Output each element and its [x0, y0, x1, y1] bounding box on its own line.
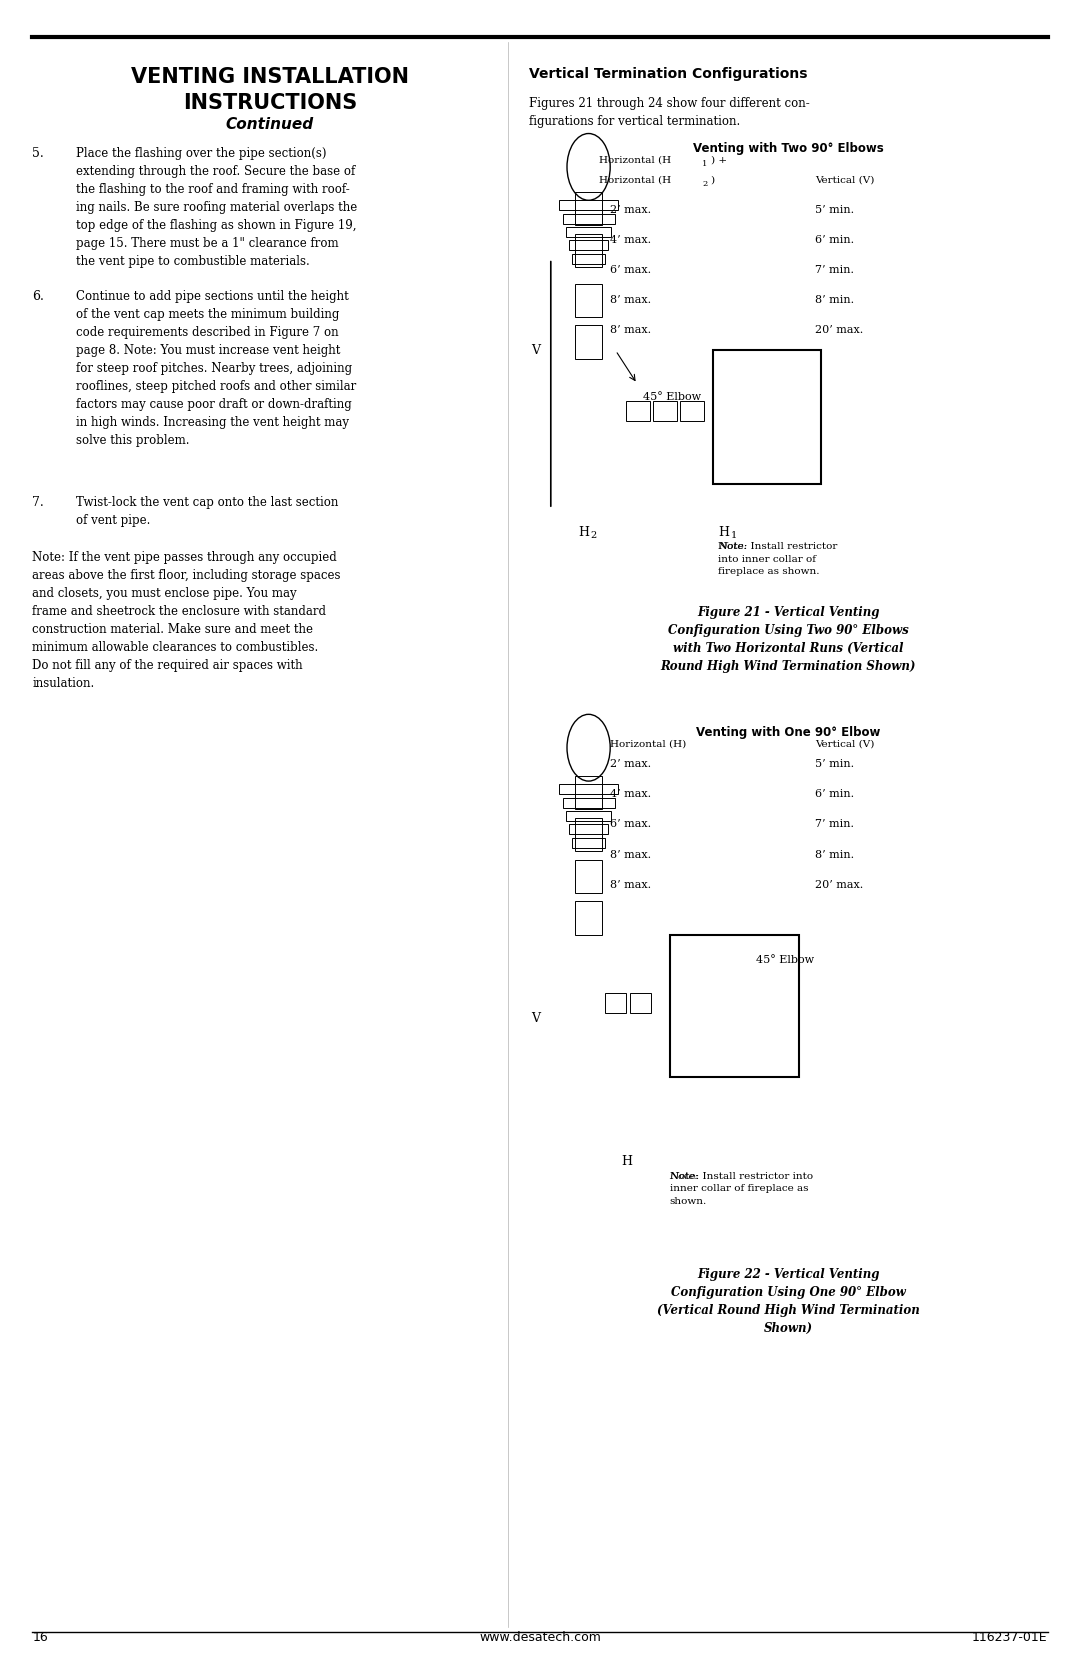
- Text: 7.: 7.: [32, 496, 44, 509]
- Text: 2: 2: [702, 180, 707, 189]
- Text: 6’ max.: 6’ max.: [610, 265, 651, 275]
- Text: 5’ min.: 5’ min.: [815, 759, 854, 769]
- Text: 5’ min.: 5’ min.: [815, 205, 854, 215]
- Text: INSTRUCTIONS: INSTRUCTIONS: [183, 93, 357, 113]
- Text: 6’ min.: 6’ min.: [815, 789, 854, 799]
- Text: 8’ max.: 8’ max.: [610, 880, 651, 890]
- Text: Vertical (V): Vertical (V): [815, 175, 875, 184]
- Text: 8’ max.: 8’ max.: [610, 850, 651, 860]
- Text: Note: Install restrictor
into inner collar of
fireplace as shown.: Note: Install restrictor into inner coll…: [718, 542, 838, 576]
- Text: Venting with One 90° Elbow: Venting with One 90° Elbow: [697, 726, 880, 739]
- Text: 2: 2: [591, 531, 597, 539]
- Text: Vertical Termination Configurations: Vertical Termination Configurations: [529, 67, 808, 80]
- Text: Horizontal (H): Horizontal (H): [610, 739, 687, 748]
- Text: H: H: [578, 526, 589, 539]
- Text: 4’ max.: 4’ max.: [610, 235, 651, 245]
- Text: Note:: Note:: [670, 1172, 699, 1180]
- Text: 8’ min.: 8’ min.: [815, 850, 854, 860]
- Text: V: V: [531, 1011, 540, 1025]
- Text: 116237-01E: 116237-01E: [972, 1631, 1048, 1644]
- Text: Place the flashing over the pipe section(s)
extending through the roof. Secure t: Place the flashing over the pipe section…: [76, 147, 356, 267]
- Text: Figures 21 through 24 show four different con-
figurations for vertical terminat: Figures 21 through 24 show four differen…: [529, 97, 810, 129]
- Text: ): ): [711, 175, 715, 184]
- Text: Vertical (V): Vertical (V): [815, 739, 875, 748]
- Text: 2’ max.: 2’ max.: [610, 759, 651, 769]
- Text: Figure 21 - Vertical Venting
Configuration Using Two 90° Elbows
with Two Horizon: Figure 21 - Vertical Venting Configurati…: [661, 606, 916, 673]
- Text: www.desatech.com: www.desatech.com: [480, 1631, 600, 1644]
- Text: 1: 1: [731, 531, 738, 539]
- Text: Note: If the vent pipe passes through any occupied
areas above the first floor, : Note: If the vent pipe passes through an…: [32, 551, 341, 689]
- Text: 8’ max.: 8’ max.: [610, 325, 651, 335]
- Text: 20’ max.: 20’ max.: [815, 325, 864, 335]
- Text: 7’ min.: 7’ min.: [815, 819, 854, 829]
- Text: 20’ max.: 20’ max.: [815, 880, 864, 890]
- Text: 16: 16: [32, 1631, 49, 1644]
- Text: Venting with Two 90° Elbows: Venting with Two 90° Elbows: [693, 142, 883, 155]
- Text: 7’ min.: 7’ min.: [815, 265, 854, 275]
- Text: Note:: Note:: [718, 542, 747, 551]
- Text: 2’ max.: 2’ max.: [610, 205, 651, 215]
- Text: H: H: [718, 526, 729, 539]
- Text: 5.: 5.: [32, 147, 44, 160]
- Text: 8’ max.: 8’ max.: [610, 295, 651, 305]
- Text: Horizontal (H: Horizontal (H: [599, 175, 672, 184]
- Text: 1: 1: [702, 160, 707, 169]
- Text: VENTING INSTALLATION: VENTING INSTALLATION: [131, 67, 409, 87]
- Text: Twist-lock the vent cap onto the last section
of vent pipe.: Twist-lock the vent cap onto the last se…: [76, 496, 338, 527]
- Text: Continued: Continued: [226, 117, 314, 132]
- Text: 8’ min.: 8’ min.: [815, 295, 854, 305]
- Text: Note: Install restrictor into
inner collar of fireplace as
shown.: Note: Install restrictor into inner coll…: [670, 1172, 813, 1205]
- Text: 6.: 6.: [32, 290, 44, 304]
- Text: 6’ max.: 6’ max.: [610, 819, 651, 829]
- Text: 6’ min.: 6’ min.: [815, 235, 854, 245]
- Text: 4’ max.: 4’ max.: [610, 789, 651, 799]
- Text: 45° Elbow: 45° Elbow: [756, 955, 814, 965]
- Text: ) +: ) +: [711, 155, 727, 164]
- Text: 45° Elbow: 45° Elbow: [643, 392, 701, 402]
- Text: H: H: [621, 1155, 632, 1168]
- Text: Horizontal (H: Horizontal (H: [599, 155, 672, 164]
- Text: Continue to add pipe sections until the height
of the vent cap meets the minimum: Continue to add pipe sections until the …: [76, 290, 355, 447]
- Text: Figure 22 - Vertical Venting
Configuration Using One 90° Elbow
(Vertical Round H: Figure 22 - Vertical Venting Configurati…: [657, 1268, 920, 1335]
- Text: V: V: [531, 344, 540, 357]
